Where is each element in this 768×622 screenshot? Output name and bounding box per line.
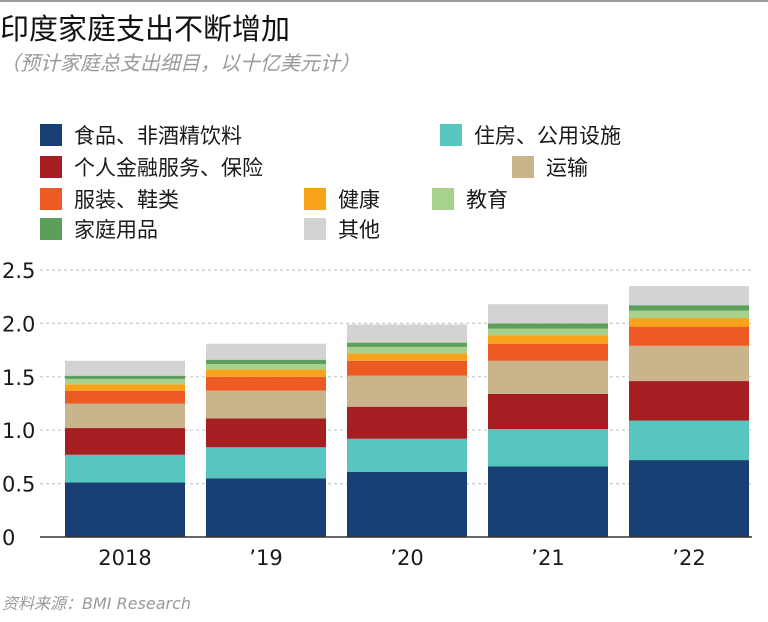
legend-label-clothing: 服装、鞋类 [74, 188, 179, 212]
bar-segment [488, 466, 608, 537]
legend-item-finance: 个人金融服务、保险 [40, 152, 263, 182]
legend-item-other: 其他 [304, 214, 380, 244]
legend-item-housing: 住房、公用设施 [440, 120, 621, 150]
source-note: 资料来源：BMI Research [2, 594, 192, 613]
bar-segment [206, 390, 326, 419]
legend-label-housing: 住房、公用设施 [474, 124, 621, 148]
bar-segment [629, 381, 749, 421]
bar-segment [65, 375, 185, 379]
legend-item-household: 家庭用品 [40, 214, 158, 244]
legend-swatch-education [432, 188, 454, 210]
bar-segment [347, 346, 467, 354]
x-tick-label: ’20 [390, 546, 423, 570]
y-tick-label: 1.5 [2, 366, 35, 390]
bar-segment [65, 378, 185, 385]
bar-segment [206, 369, 326, 377]
y-tick-label: 1.0 [2, 419, 35, 443]
bar-segment [206, 359, 326, 364]
bar-segment [206, 447, 326, 479]
legend: 食品、非酒精饮料 住房、公用设施 个人金融服务、保险 运输 服装、鞋类 健康 教… [0, 112, 768, 247]
bar-segment [65, 403, 185, 429]
bar-segment [488, 393, 608, 430]
bar-segment [65, 390, 185, 404]
y-tick-label: 0.5 [2, 473, 35, 497]
legend-swatch-health [304, 188, 326, 210]
bar-segment [488, 304, 608, 324]
bar-segment [488, 360, 608, 394]
bar-segment [488, 429, 608, 467]
bar-segment [347, 353, 467, 361]
bar-segment [629, 420, 749, 461]
bar-segment [206, 478, 326, 537]
legend-swatch-food [40, 124, 62, 146]
legend-item-health: 健康 [304, 184, 380, 214]
legend-label-other: 其他 [338, 218, 380, 242]
bar-segment [629, 286, 749, 306]
bar-segment [488, 343, 608, 361]
legend-label-household: 家庭用品 [74, 218, 158, 242]
bar-segment [65, 384, 185, 391]
x-tick-label: ’21 [531, 546, 564, 570]
legend-label-food: 食品、非酒精饮料 [74, 124, 242, 148]
legend-label-transport: 运输 [546, 156, 588, 180]
legend-label-education: 教育 [466, 188, 508, 212]
legend-swatch-finance [40, 156, 62, 178]
bar-segment [488, 323, 608, 329]
legend-item-food: 食品、非酒精饮料 [40, 120, 242, 150]
bar-segment [488, 328, 608, 336]
legend-label-finance: 个人金融服务、保险 [74, 156, 263, 180]
bar-segment [206, 376, 326, 391]
bar-segment [629, 326, 749, 346]
legend-swatch-housing [440, 124, 462, 146]
x-tick-label: 2018 [98, 546, 151, 570]
top-rule [0, 0, 768, 2]
bar-segment [629, 310, 749, 319]
legend-item-clothing: 服装、鞋类 [40, 184, 179, 214]
bar-segment [347, 406, 467, 439]
bar-segment [347, 438, 467, 472]
bar-segment [629, 305, 749, 311]
bar-segment [347, 375, 467, 407]
bar-segment [206, 343, 326, 360]
x-tick-label: ’22 [672, 546, 705, 570]
bar-segment [629, 318, 749, 327]
bar-segment [347, 342, 467, 347]
bar-segment [206, 363, 326, 370]
y-tick-label: 2.5 [2, 259, 35, 283]
legend-label-health: 健康 [338, 188, 380, 212]
y-tick-label: 0 [2, 526, 15, 550]
bar-segment [629, 460, 749, 537]
x-tick-label: ’19 [249, 546, 282, 570]
bar-segment [488, 335, 608, 344]
legend-item-transport: 运输 [512, 152, 588, 182]
legend-swatch-transport [512, 156, 534, 178]
bar-segment [629, 345, 749, 382]
legend-swatch-household [40, 218, 62, 240]
chart-subtitle: （预计家庭总支出细目，以十亿美元计） [0, 51, 360, 75]
chart-title: 印度家庭支出不断增加 [0, 12, 291, 46]
legend-item-education: 教育 [432, 184, 508, 214]
y-tick-label: 2.0 [2, 312, 35, 336]
bar-segment [65, 360, 185, 376]
legend-swatch-other [304, 218, 326, 240]
bar-segment [65, 482, 185, 537]
bar-segment [347, 471, 467, 537]
bar-segment [206, 418, 326, 448]
bar-segment [65, 428, 185, 455]
legend-swatch-clothing [40, 188, 62, 210]
bar-segment [65, 454, 185, 483]
bar-segment [347, 360, 467, 376]
bar-segment [347, 324, 467, 343]
